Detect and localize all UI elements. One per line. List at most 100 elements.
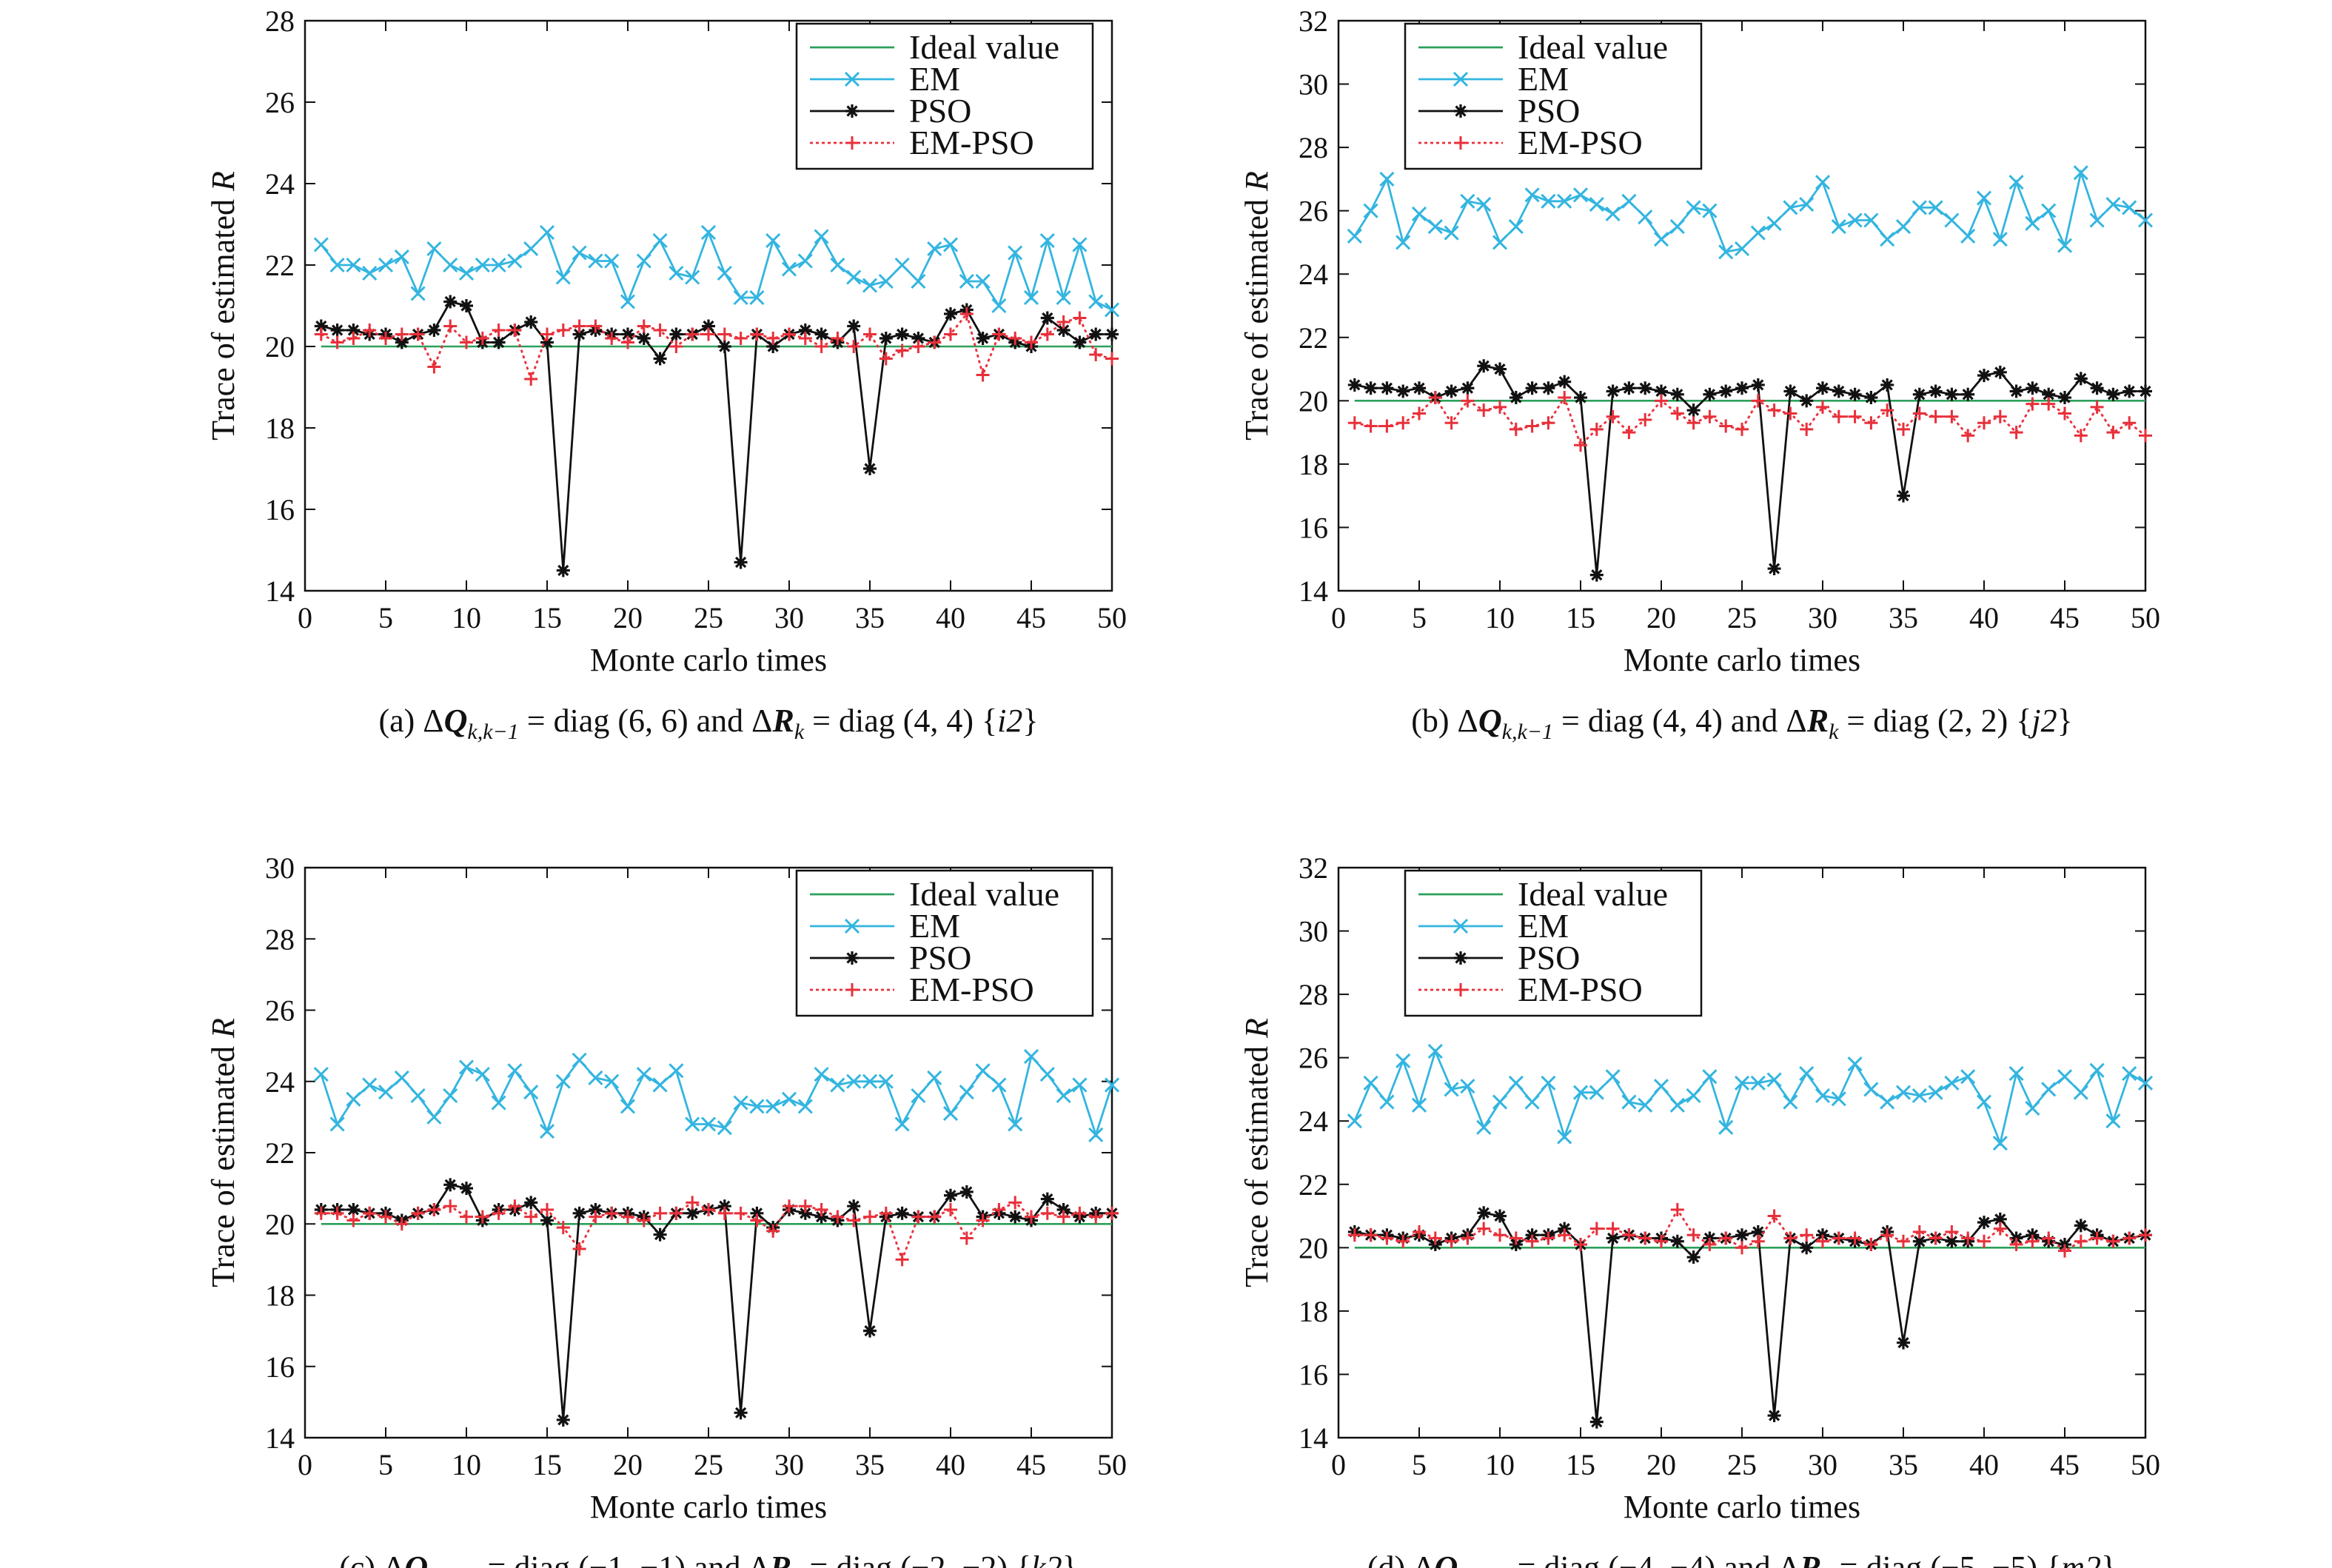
data-point-em-pso <box>814 340 828 353</box>
data-point-em <box>1638 210 1653 225</box>
data-point-em-pso <box>831 1210 845 1224</box>
data-point-em <box>1992 232 2008 247</box>
data-point-em-pso <box>1655 394 1668 408</box>
data-point-pso <box>1606 384 1620 398</box>
y-tick-label: 20 <box>265 1207 295 1241</box>
data-point-pso <box>589 1203 603 1216</box>
x-tick-label: 15 <box>1566 601 1595 634</box>
data-point-em <box>1621 193 1637 209</box>
data-point-em-pso <box>1380 1231 1394 1245</box>
y-tick-label: 26 <box>265 86 295 119</box>
data-point-pso <box>1606 1231 1620 1245</box>
data-point-em-pso <box>460 1210 473 1224</box>
data-point-em <box>1847 1056 1863 1072</box>
data-point-em <box>426 241 442 257</box>
data-point-em <box>362 1077 378 1093</box>
y-tick-label: 22 <box>1299 321 1328 355</box>
data-point-em <box>1524 1094 1540 1110</box>
data-point-em-pso <box>1089 1210 1103 1224</box>
data-point-em <box>830 1077 845 1093</box>
data-point-em-pso <box>1558 391 1572 405</box>
y-tick-label: 14 <box>1299 1421 1328 1455</box>
data-point-pso <box>1977 369 1991 383</box>
data-point-em-pso <box>1073 311 1087 325</box>
data-point-em-pso <box>653 1206 667 1220</box>
data-point-pso <box>847 319 861 333</box>
legend-marker <box>1453 918 1469 934</box>
data-point-em-pso <box>1606 409 1620 423</box>
data-point-em-pso <box>879 1206 893 1220</box>
data-point-em-pso <box>1767 403 1781 418</box>
data-point-pso <box>1929 384 1943 398</box>
x-axis-label: Monte carlo times <box>590 642 827 678</box>
legend-label: EM <box>1518 907 1569 945</box>
data-point-em-pso <box>2106 426 2120 440</box>
data-point-em-pso <box>1622 426 1636 440</box>
data-point-em-pso <box>572 1242 586 1256</box>
data-point-em-pso <box>524 1210 538 1224</box>
data-point-pso <box>2058 391 2071 405</box>
data-point-em <box>1895 1085 1911 1100</box>
data-point-pso <box>1735 381 1749 395</box>
data-point-em-pso <box>1880 403 1894 418</box>
data-point-em-pso <box>1413 406 1426 421</box>
x-tick-label: 40 <box>936 1448 965 1481</box>
data-point-em-pso <box>750 327 764 341</box>
data-point-em-pso <box>411 327 425 341</box>
data-point-em-pso <box>944 327 957 341</box>
data-point-em <box>1669 1097 1685 1113</box>
data-point-pso <box>1912 1234 1926 1248</box>
x-tick-label: 5 <box>378 1448 393 1481</box>
data-point-em-pso <box>1428 391 1442 405</box>
data-point-em-pso <box>1622 1228 1636 1242</box>
x-tick-label: 20 <box>1646 601 1676 634</box>
data-point-em <box>1911 200 1927 215</box>
data-point-em <box>991 1077 1007 1093</box>
data-point-em-pso <box>2026 1234 2040 1248</box>
data-point-em <box>378 257 394 273</box>
data-point-pso <box>427 324 441 337</box>
legend-label: PSO <box>909 939 971 976</box>
legend-marker <box>845 983 859 996</box>
data-point-em-pso <box>2122 416 2137 430</box>
data-point-em <box>458 1059 475 1075</box>
legend-label: Ideal value <box>1518 875 1668 913</box>
y-tick-label: 28 <box>265 922 295 956</box>
data-point-em-pso <box>2090 1231 2104 1245</box>
data-point-pso <box>1461 381 1475 395</box>
data-point-em <box>975 273 991 289</box>
data-point-em-pso <box>1800 1228 1814 1242</box>
data-point-em <box>991 298 1007 314</box>
data-point-em <box>2073 165 2088 181</box>
data-point-em-pso <box>944 1203 957 1216</box>
data-point-pso <box>814 327 828 341</box>
data-point-em-pso <box>1056 1210 1070 1224</box>
data-point-em-pso <box>1929 409 1943 423</box>
legend-marker <box>845 951 859 965</box>
data-point-pso <box>2090 381 2104 395</box>
data-point-em-pso <box>847 340 861 353</box>
series-line-em-pso <box>321 1201 1113 1263</box>
data-point-em-pso <box>621 335 634 349</box>
data-point-pso <box>540 1213 554 1227</box>
data-point-pso <box>1993 1212 2007 1226</box>
x-tick-label: 15 <box>532 1448 562 1481</box>
data-point-pso <box>717 340 731 353</box>
data-point-em <box>2025 215 2040 231</box>
data-point-em-pso <box>363 324 377 337</box>
data-point-pso <box>766 340 780 353</box>
data-point-em-pso <box>2122 1231 2137 1245</box>
data-point-pso <box>895 1206 909 1220</box>
legend-marker <box>845 104 859 118</box>
data-point-pso <box>2009 384 2023 398</box>
x-tick-label: 40 <box>1969 601 1999 634</box>
data-point-pso <box>2122 384 2137 398</box>
data-point-em <box>1702 203 1718 218</box>
data-point-em-pso <box>959 1231 974 1245</box>
panel-caption: (a) ΔQk,k−1 = diag (6, 6) and ΔRk = diag… <box>378 703 1038 744</box>
data-point-em-pso <box>1751 1234 1765 1248</box>
data-point-em-pso <box>1025 335 1038 349</box>
x-tick-label: 30 <box>774 1448 804 1481</box>
